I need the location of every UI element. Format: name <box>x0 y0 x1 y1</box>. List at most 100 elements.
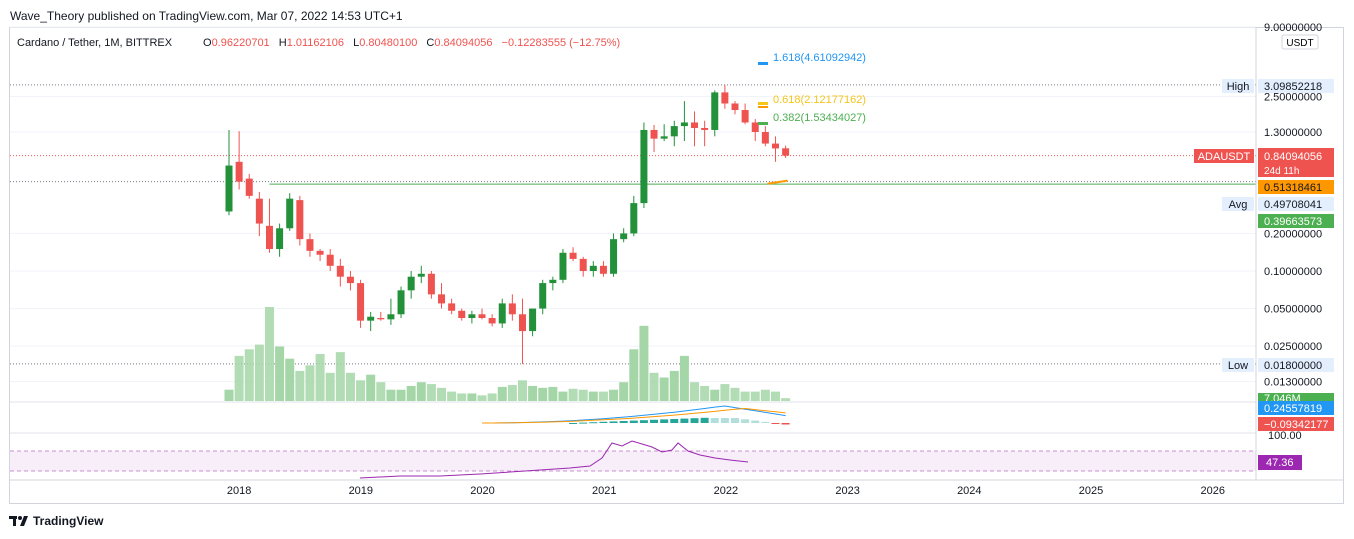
candle-body <box>650 129 658 139</box>
macd-red-badge-value: −0.09342177 <box>1264 419 1329 431</box>
candle-body <box>508 303 516 315</box>
candle-body <box>265 225 273 250</box>
volume-bar <box>406 385 416 401</box>
volume-bar <box>720 384 730 401</box>
candle <box>539 279 547 315</box>
candle <box>255 191 263 237</box>
fib-0382[interactable]: 0.382(1.53434027) <box>758 112 866 125</box>
orange-ma-badge-value: 0.51318461 <box>1264 182 1322 194</box>
candle <box>225 129 233 216</box>
low-value: 0.80480100 <box>359 37 417 49</box>
time-axis-label: 2020 <box>470 485 494 497</box>
candle <box>508 294 516 321</box>
candle <box>235 131 243 190</box>
high-label: H <box>279 37 287 49</box>
volume-bar <box>295 370 305 401</box>
candle-body <box>316 250 324 255</box>
price-tick-label: 0.20000000 <box>1264 228 1322 240</box>
volume-bar <box>264 307 274 401</box>
change-value: −0.12283555 (−12.75%) <box>502 37 621 49</box>
volume-bar <box>578 389 588 401</box>
candle <box>276 223 284 257</box>
rsi-top-label: 100.00 <box>1268 430 1302 442</box>
candle <box>670 120 678 147</box>
volume-bar <box>315 354 325 401</box>
candle <box>478 308 486 320</box>
macd-histogram-bar <box>609 421 618 423</box>
candle <box>357 279 365 328</box>
candle-body <box>529 308 537 332</box>
rsi-badge-box <box>1258 455 1302 470</box>
macd-histogram-bar <box>700 417 709 423</box>
price-tick-label: 0.05000000 <box>1264 304 1322 316</box>
volume-bar <box>558 391 568 401</box>
volume-bar <box>730 387 740 401</box>
volume-bar <box>356 380 366 401</box>
candle <box>448 298 456 315</box>
avg-badge-box <box>1258 197 1334 211</box>
macd-histogram-bar <box>569 423 578 424</box>
candle <box>336 258 344 287</box>
price-tick-label: 9.00000000 <box>1264 22 1322 34</box>
volume-bar <box>437 387 447 401</box>
fib-1618[interactable]: 1.618(4.61092942) <box>758 52 866 65</box>
avg-tag-label: Avg <box>1229 199 1248 211</box>
candle <box>417 265 425 284</box>
volume-bar <box>497 386 507 401</box>
candle-body <box>741 110 749 123</box>
volume-bar <box>507 385 517 401</box>
macd-blue-badge-box <box>1258 401 1334 415</box>
candle-body <box>518 314 526 332</box>
candle-body <box>701 127 709 130</box>
high-badge-value: 3.09852218 <box>1264 81 1322 93</box>
currency-badge[interactable]: USDT <box>1281 34 1319 50</box>
candle-body <box>589 265 597 271</box>
volume-bar <box>376 382 386 401</box>
fib-0618-marker <box>758 102 768 105</box>
candle-body <box>731 103 739 111</box>
volume-bar <box>700 385 710 401</box>
reference-lines <box>10 84 1256 365</box>
candle <box>316 249 324 262</box>
volume-bar <box>740 391 750 401</box>
low-tag-box <box>1222 358 1254 372</box>
volume-bar <box>781 398 791 401</box>
candle <box>771 136 779 162</box>
candle <box>569 247 577 262</box>
volume-bar <box>517 380 527 401</box>
volume-badge-box <box>1258 393 1334 403</box>
fib-0382-label: 0.382(1.53434027) <box>773 112 866 124</box>
volume-bar <box>447 391 457 401</box>
fib-0618[interactable]: 0.618(2.12177162) <box>758 94 866 108</box>
candle <box>286 193 294 231</box>
volume-bar <box>244 349 254 401</box>
time-axis-label: 2021 <box>592 485 616 497</box>
grid-lines <box>10 26 1256 383</box>
symbol-title: Cardano / Tether, 1M, BITTREX <box>17 37 173 49</box>
candle <box>397 286 405 319</box>
candle-body <box>387 314 395 320</box>
macd-histogram-bar <box>639 420 648 423</box>
volume-bar <box>710 389 720 401</box>
candle <box>498 298 506 328</box>
candle-body <box>255 198 263 224</box>
tradingview-footer[interactable]: TradingView <box>9 514 103 528</box>
candle <box>245 173 253 199</box>
candle-body <box>751 122 759 132</box>
macd-histogram-bar <box>670 419 679 423</box>
macd-histogram-bar <box>720 418 729 423</box>
candle <box>660 124 668 142</box>
time-axis-label: 2026 <box>1200 485 1224 497</box>
candle-body <box>711 92 719 130</box>
volume-bar <box>568 388 578 401</box>
candle-body <box>579 258 587 271</box>
candle-body <box>306 239 314 251</box>
macd-histogram-bar <box>741 419 750 423</box>
candle-body <box>559 252 567 280</box>
price-axis-badges: High 3.09852218 ADAUSDT 0.84094056 24d 11h 0.… <box>1194 79 1334 470</box>
candle-body <box>407 276 415 291</box>
macd-histogram-bar <box>579 422 588 424</box>
time-axis-label: 2022 <box>714 485 738 497</box>
candle-body <box>761 132 769 144</box>
